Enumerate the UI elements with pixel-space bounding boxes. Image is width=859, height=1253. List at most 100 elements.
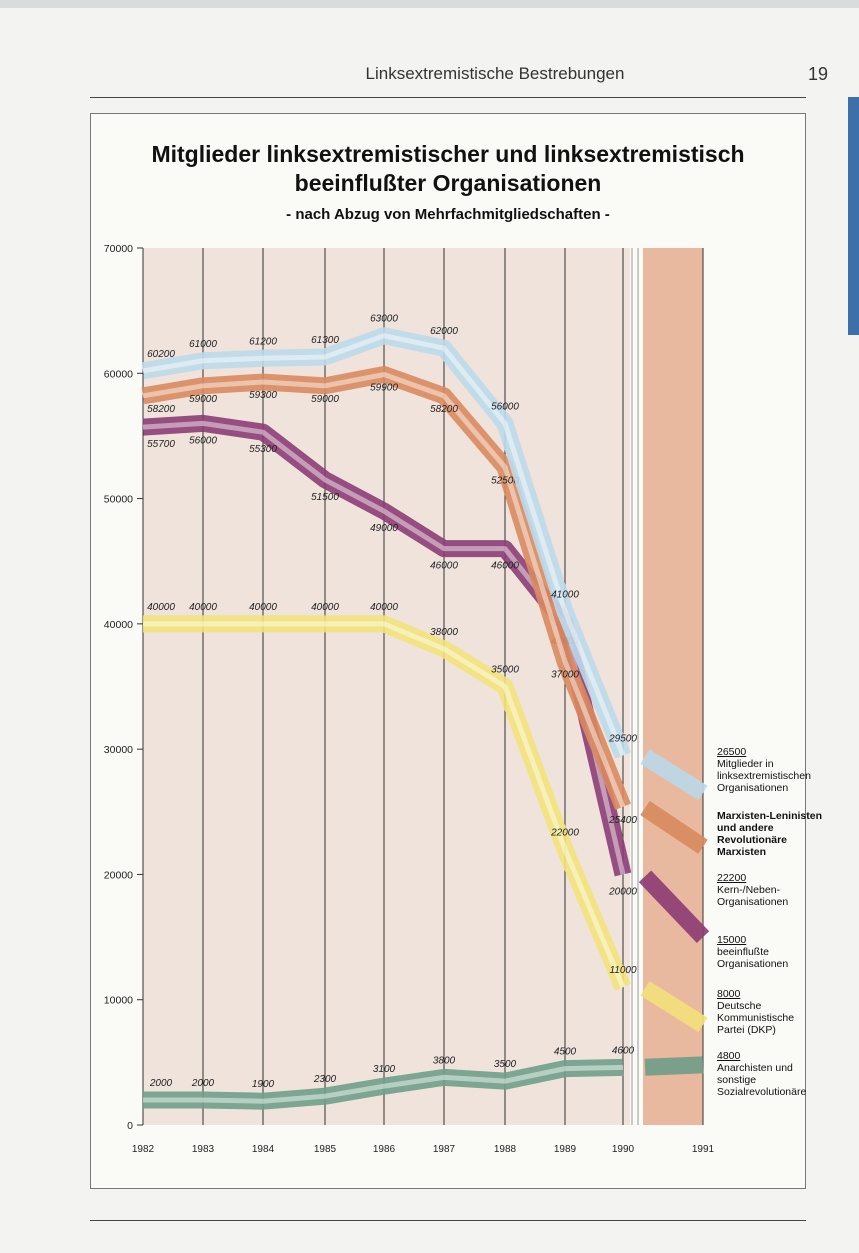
data-label: 55300 [249,444,277,455]
x-tick-label: 1988 [494,1144,517,1155]
x-tick-label: 1991 [692,1144,715,1155]
x-tick-label: 1987 [433,1144,456,1155]
data-label: 59000 [311,394,339,405]
legend-label: Marxisten-Leninisten [717,810,823,822]
data-label: 29500 [608,733,637,744]
data-label: 61300 [311,335,339,346]
x-tick-label: 1983 [192,1144,215,1155]
data-label: 2300 [313,1074,337,1085]
legend-entry: 8000 Deutsche Kommunistische Partei (DKP) [717,988,794,1036]
chart-subtitle: - nach Abzug von Mehrfachmitgliedschafte… [286,206,610,223]
legend-label: Sozialrevolutionäre [717,1086,807,1098]
data-label: 49000 [370,523,398,534]
legend-label: Organisationen [717,896,789,908]
x-tick-label: 1984 [252,1144,275,1155]
y-tick-label: 10000 [104,995,133,1007]
data-label: 11000 [609,965,637,976]
legend-label: Kern-/Neben- [717,884,781,896]
series-line-1991 [640,749,708,801]
data-label: 46000 [491,561,519,572]
legend-entry: 26500 Mitglieder in linksextremistischen Or… [717,746,811,794]
legend-label: Revolutionäre [717,834,788,846]
data-label: 4600 [612,1045,635,1056]
y-tick-label: 70000 [104,243,133,255]
legend-value: 22200 [717,872,747,884]
legend-label: beeinflußte [717,946,769,958]
data-label: 52500 [491,475,519,486]
x-tick-label: 1986 [373,1144,396,1155]
series-line [141,327,631,759]
y-tick-label: 40000 [104,619,133,631]
data-label: 3800 [433,1055,456,1066]
data-label: 58200 [430,404,458,415]
data-label: 40000 [147,602,175,613]
data-label: 1900 [252,1079,275,1090]
data-label: 59900 [370,383,398,394]
data-label: 55700 [147,439,175,450]
legend-label: Deutsche [717,1000,762,1012]
plot-background-1991 [643,248,703,1125]
series-line-1991 [638,870,710,943]
footer-rule [90,1220,806,1221]
data-label: 38000 [430,627,458,638]
data-label: 40000 [189,602,217,613]
scan-edge [0,0,859,8]
data-label: 61000 [189,339,217,350]
data-label: 61200 [249,336,277,347]
data-label: 2000 [191,1078,215,1089]
legend-value: 26500 [717,746,747,758]
data-label: 56000 [491,401,519,412]
data-label: 59000 [189,394,217,405]
y-tick-label: 20000 [104,869,133,881]
legend-entry: 22200 Kern-/Neben- Organisationen [717,872,788,908]
legend-label: sonstige [717,1074,757,1086]
x-tick-label: 1990 [612,1144,635,1155]
series-line [141,366,631,810]
x-tick-label: 1985 [314,1144,337,1155]
data-label: 22000 [550,827,579,838]
chapter-tab [848,97,859,335]
series-highlight [142,333,626,757]
legend-value: 4800 [717,1050,741,1062]
series-highlight [143,1064,624,1104]
legend-value: 8000 [717,988,741,1000]
series-highlight [142,372,626,808]
header-rule [90,97,806,98]
data-label: 4500 [554,1047,577,1058]
legend-label: Kommunistische [717,1012,795,1024]
legend-label: Anarchisten und [717,1062,793,1074]
series-line [143,615,631,991]
data-label: 3100 [373,1064,396,1075]
legend-value: 15000 [717,934,747,946]
data-label: 3500 [494,1059,517,1070]
series-line-1991 [640,800,708,854]
data-label: 58200 [147,404,175,415]
y-tick-label: 60000 [104,368,133,380]
legend-label: Marxisten [717,846,767,858]
series-line-1991 [640,981,708,1032]
data-label: 51500 [311,492,339,503]
data-label: 25400 [608,815,637,826]
data-label: 20000 [608,886,637,897]
data-label: 35000 [491,665,519,676]
x-tick-label: 1989 [554,1144,577,1155]
series-line [143,1058,624,1110]
data-label: 62000 [430,326,458,337]
y-tick-label: 30000 [104,744,133,756]
legend-label: und andere [717,822,774,834]
legend-entry: 4800 Anarchisten und sonstige Sozialrevolut… [717,1050,806,1098]
legend-label: linksextremistischen [717,770,811,782]
legend-entry: Marxisten-Leninisten und andere Revolution… [717,810,822,858]
page-number: 19 [808,64,829,84]
x-tick-label: 1982 [132,1144,155,1155]
data-label: 2000 [149,1078,173,1089]
y-tick-label: 50000 [104,494,133,506]
data-label: 41000 [551,589,579,600]
series-highlight [143,621,626,989]
data-label: 46000 [430,561,458,572]
data-label: 63000 [370,314,398,325]
data-label: 56000 [189,435,217,446]
legend-label: Organisationen [717,958,789,970]
legend-entry: 15000 beeinflußte Organisationen [717,934,788,970]
